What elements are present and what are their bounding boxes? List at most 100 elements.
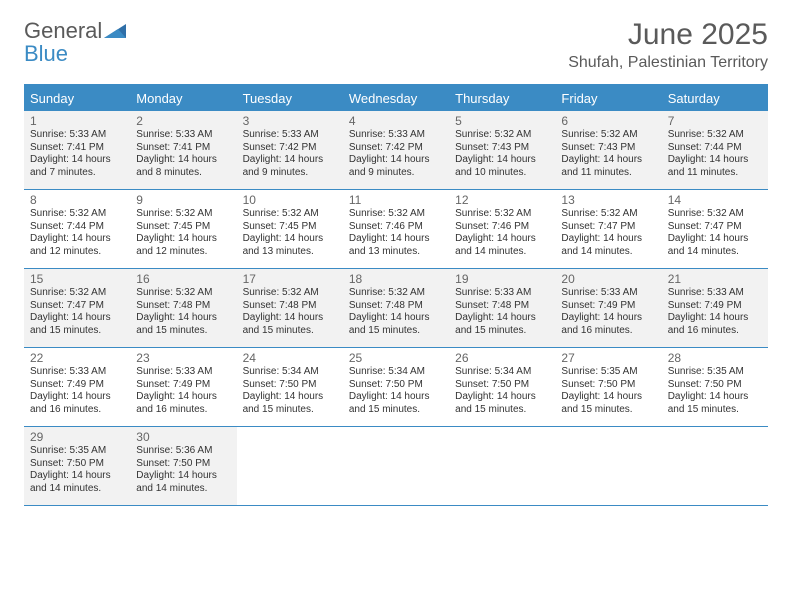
calendar-cell (343, 427, 449, 505)
calendar-cell (237, 427, 343, 505)
daylight-line: Daylight: 14 hours and 12 minutes. (136, 233, 230, 258)
calendar-week: 15Sunrise: 5:32 AMSunset: 7:47 PMDayligh… (24, 269, 768, 348)
day-number: 21 (668, 272, 762, 286)
day-number: 20 (561, 272, 655, 286)
daylight-line: Daylight: 14 hours and 15 minutes. (668, 391, 762, 416)
calendar-cell (662, 427, 768, 505)
daylight-line: Daylight: 14 hours and 15 minutes. (349, 312, 443, 337)
day-number: 1 (30, 114, 124, 128)
sunset-line: Sunset: 7:50 PM (243, 379, 337, 392)
day-number: 16 (136, 272, 230, 286)
sunrise-line: Sunrise: 5:33 AM (30, 366, 124, 379)
day-number: 12 (455, 193, 549, 207)
sunset-line: Sunset: 7:46 PM (455, 221, 549, 234)
sunrise-line: Sunrise: 5:34 AM (349, 366, 443, 379)
day-number: 15 (30, 272, 124, 286)
calendar-cell: 27Sunrise: 5:35 AMSunset: 7:50 PMDayligh… (555, 348, 661, 426)
daylight-line: Daylight: 14 hours and 16 minutes. (561, 312, 655, 337)
day-number: 7 (668, 114, 762, 128)
day-number: 3 (243, 114, 337, 128)
day-number: 8 (30, 193, 124, 207)
calendar: SundayMondayTuesdayWednesdayThursdayFrid… (24, 84, 768, 506)
day-number: 10 (243, 193, 337, 207)
day-number: 26 (455, 351, 549, 365)
day-number: 9 (136, 193, 230, 207)
sunset-line: Sunset: 7:50 PM (30, 458, 124, 471)
page-title: June 2025 (568, 18, 768, 52)
sunset-line: Sunset: 7:48 PM (136, 300, 230, 313)
day-number: 14 (668, 193, 762, 207)
logo-text: General Blue (24, 18, 128, 67)
daylight-line: Daylight: 14 hours and 9 minutes. (243, 154, 337, 179)
calendar-cell (449, 427, 555, 505)
logo-triangle-icon (102, 22, 128, 45)
daylight-line: Daylight: 14 hours and 11 minutes. (668, 154, 762, 179)
day-number: 2 (136, 114, 230, 128)
header: General Blue June 2025 Shufah, Palestini… (0, 0, 792, 76)
calendar-cell: 18Sunrise: 5:32 AMSunset: 7:48 PMDayligh… (343, 269, 449, 347)
daylight-line: Daylight: 14 hours and 10 minutes. (455, 154, 549, 179)
sunrise-line: Sunrise: 5:33 AM (561, 287, 655, 300)
sunset-line: Sunset: 7:43 PM (561, 142, 655, 155)
sunrise-line: Sunrise: 5:35 AM (561, 366, 655, 379)
daylight-line: Daylight: 14 hours and 9 minutes. (349, 154, 443, 179)
calendar-cell: 5Sunrise: 5:32 AMSunset: 7:43 PMDaylight… (449, 111, 555, 189)
sunset-line: Sunset: 7:42 PM (349, 142, 443, 155)
sunrise-line: Sunrise: 5:33 AM (455, 287, 549, 300)
sunrise-line: Sunrise: 5:32 AM (136, 208, 230, 221)
sunrise-line: Sunrise: 5:32 AM (349, 208, 443, 221)
calendar-week: 29Sunrise: 5:35 AMSunset: 7:50 PMDayligh… (24, 427, 768, 506)
sunset-line: Sunset: 7:41 PM (30, 142, 124, 155)
logo: General Blue (24, 18, 128, 67)
calendar-cell: 21Sunrise: 5:33 AMSunset: 7:49 PMDayligh… (662, 269, 768, 347)
sunset-line: Sunset: 7:49 PM (561, 300, 655, 313)
calendar-cell: 8Sunrise: 5:32 AMSunset: 7:44 PMDaylight… (24, 190, 130, 268)
calendar-cell: 17Sunrise: 5:32 AMSunset: 7:48 PMDayligh… (237, 269, 343, 347)
sunrise-line: Sunrise: 5:32 AM (30, 208, 124, 221)
sunset-line: Sunset: 7:47 PM (30, 300, 124, 313)
calendar-cell: 16Sunrise: 5:32 AMSunset: 7:48 PMDayligh… (130, 269, 236, 347)
calendar-cell: 28Sunrise: 5:35 AMSunset: 7:50 PMDayligh… (662, 348, 768, 426)
sunrise-line: Sunrise: 5:32 AM (30, 287, 124, 300)
sunset-line: Sunset: 7:47 PM (561, 221, 655, 234)
day-header: Tuesday (237, 86, 343, 111)
day-number: 28 (668, 351, 762, 365)
calendar-cell: 20Sunrise: 5:33 AMSunset: 7:49 PMDayligh… (555, 269, 661, 347)
daylight-line: Daylight: 14 hours and 8 minutes. (136, 154, 230, 179)
sunset-line: Sunset: 7:45 PM (243, 221, 337, 234)
sunset-line: Sunset: 7:45 PM (136, 221, 230, 234)
sunset-line: Sunset: 7:50 PM (668, 379, 762, 392)
day-number: 24 (243, 351, 337, 365)
daylight-line: Daylight: 14 hours and 15 minutes. (561, 391, 655, 416)
day-header: Friday (555, 86, 661, 111)
sunrise-line: Sunrise: 5:34 AM (243, 366, 337, 379)
daylight-line: Daylight: 14 hours and 12 minutes. (30, 233, 124, 258)
calendar-cell: 2Sunrise: 5:33 AMSunset: 7:41 PMDaylight… (130, 111, 236, 189)
logo-part1: General (24, 18, 102, 43)
sunset-line: Sunset: 7:50 PM (561, 379, 655, 392)
sunrise-line: Sunrise: 5:33 AM (668, 287, 762, 300)
daylight-line: Daylight: 14 hours and 16 minutes. (668, 312, 762, 337)
sunset-line: Sunset: 7:48 PM (455, 300, 549, 313)
day-number: 25 (349, 351, 443, 365)
calendar-cell: 22Sunrise: 5:33 AMSunset: 7:49 PMDayligh… (24, 348, 130, 426)
day-header-row: SundayMondayTuesdayWednesdayThursdayFrid… (24, 86, 768, 111)
day-number: 23 (136, 351, 230, 365)
calendar-week: 8Sunrise: 5:32 AMSunset: 7:44 PMDaylight… (24, 190, 768, 269)
daylight-line: Daylight: 14 hours and 14 minutes. (30, 470, 124, 495)
calendar-cell: 13Sunrise: 5:32 AMSunset: 7:47 PMDayligh… (555, 190, 661, 268)
calendar-cell: 29Sunrise: 5:35 AMSunset: 7:50 PMDayligh… (24, 427, 130, 505)
sunset-line: Sunset: 7:49 PM (668, 300, 762, 313)
day-header: Wednesday (343, 86, 449, 111)
sunset-line: Sunset: 7:44 PM (30, 221, 124, 234)
calendar-cell: 26Sunrise: 5:34 AMSunset: 7:50 PMDayligh… (449, 348, 555, 426)
sunrise-line: Sunrise: 5:32 AM (243, 208, 337, 221)
sunrise-line: Sunrise: 5:32 AM (243, 287, 337, 300)
sunrise-line: Sunrise: 5:35 AM (668, 366, 762, 379)
daylight-line: Daylight: 14 hours and 15 minutes. (243, 312, 337, 337)
sunrise-line: Sunrise: 5:33 AM (136, 129, 230, 142)
sunrise-line: Sunrise: 5:34 AM (455, 366, 549, 379)
calendar-cell: 19Sunrise: 5:33 AMSunset: 7:48 PMDayligh… (449, 269, 555, 347)
sunset-line: Sunset: 7:41 PM (136, 142, 230, 155)
sunrise-line: Sunrise: 5:32 AM (561, 129, 655, 142)
